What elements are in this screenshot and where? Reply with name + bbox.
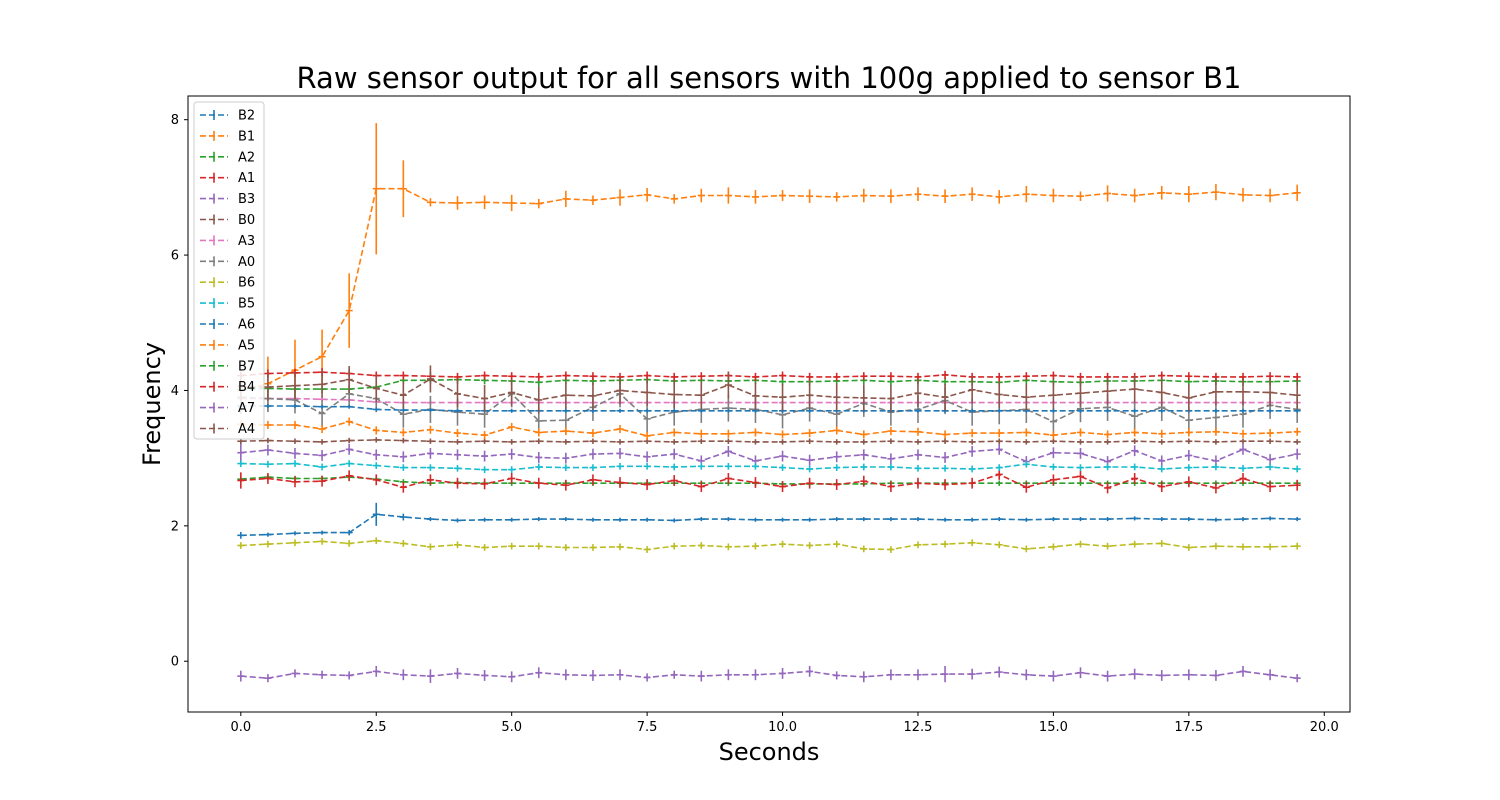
y-tick-label: 6 bbox=[171, 249, 179, 264]
series-line bbox=[240, 476, 1298, 485]
legend-item-A3: A3 bbox=[200, 234, 255, 249]
legend-label: A4 bbox=[238, 422, 255, 437]
legend: B2 B1 A2 A1 B3 B0 A3 A0 B6 B5 A6 A5 B7 B4 A7 A4 bbox=[193, 101, 265, 440]
legend-item-B2: B2 bbox=[200, 109, 255, 124]
legend-label: A2 bbox=[238, 150, 255, 165]
plot-series bbox=[237, 123, 1301, 683]
legend-label: A3 bbox=[238, 234, 255, 249]
series-line bbox=[240, 420, 1298, 437]
legend-label: B3 bbox=[238, 192, 255, 207]
x-tick-label: 0.0 bbox=[230, 720, 251, 735]
series-A1 bbox=[237, 468, 1301, 494]
legend-item-B5: B5 bbox=[200, 297, 255, 312]
legend-item-A5: A5 bbox=[200, 338, 255, 353]
legend-item-B0: B0 bbox=[200, 213, 255, 228]
series-A7 bbox=[237, 665, 1301, 683]
x-axis-label: Seconds bbox=[719, 738, 820, 766]
series-line bbox=[240, 378, 1298, 391]
series-line bbox=[240, 670, 1298, 680]
series-A0 bbox=[237, 380, 1301, 436]
y-tick-label: 8 bbox=[171, 113, 179, 128]
legend-label: A6 bbox=[238, 318, 255, 333]
series-B5 bbox=[237, 460, 1301, 474]
chart-title: Raw sensor output for all sensors with 1… bbox=[297, 61, 1242, 95]
series-B6 bbox=[237, 537, 1301, 553]
series-B0 bbox=[237, 437, 1301, 445]
series-A5 bbox=[237, 417, 1301, 440]
legend-item-B3: B3 bbox=[200, 192, 255, 207]
plot-frame bbox=[187, 95, 1351, 713]
legend-label: A1 bbox=[238, 171, 255, 186]
legend-item-B1: B1 bbox=[200, 129, 255, 144]
legend-label: A7 bbox=[238, 401, 255, 416]
series-B1 bbox=[237, 123, 1301, 411]
y-tick-label: 4 bbox=[171, 384, 179, 399]
legend-box bbox=[193, 101, 265, 440]
legend-item-A2: A2 bbox=[200, 150, 255, 165]
legend-label: B0 bbox=[238, 213, 255, 228]
series-line bbox=[240, 378, 1298, 401]
x-tick-label: 20.0 bbox=[1310, 720, 1339, 735]
legend-label: B5 bbox=[238, 297, 255, 312]
y-axis-label: Frequency bbox=[138, 342, 166, 466]
x-tick-label: 15.0 bbox=[1039, 720, 1068, 735]
series-B2 bbox=[237, 502, 1301, 539]
x-tick-label: 2.5 bbox=[366, 720, 387, 735]
legend-label: A5 bbox=[238, 338, 255, 353]
legend-label: B4 bbox=[238, 380, 255, 395]
legend-item-A7: A7 bbox=[200, 401, 255, 416]
series-line bbox=[240, 405, 1298, 412]
legend-item-B4: B4 bbox=[200, 380, 255, 395]
x-tick-label: 12.5 bbox=[903, 720, 932, 735]
legend-item-A4: A4 bbox=[200, 422, 255, 437]
x-tick-label: 7.5 bbox=[637, 720, 658, 735]
legend-label: A0 bbox=[238, 255, 255, 270]
series-line bbox=[240, 397, 1298, 404]
legend-label: B1 bbox=[238, 129, 255, 144]
series-B3 bbox=[237, 442, 1301, 467]
legend-label: B2 bbox=[238, 109, 255, 124]
x-tick-label: 5.0 bbox=[501, 720, 522, 735]
x-tick-label: 10.0 bbox=[768, 720, 797, 735]
x-tick-label: 17.5 bbox=[1174, 720, 1203, 735]
series-line bbox=[240, 392, 1298, 423]
y-tick-label: 2 bbox=[171, 519, 179, 534]
series-line bbox=[240, 448, 1298, 463]
legend-item-A6: A6 bbox=[200, 318, 255, 333]
series-line bbox=[240, 462, 1298, 471]
series-B4 bbox=[237, 368, 1301, 381]
series-line bbox=[240, 513, 1298, 537]
legend-item-A1: A1 bbox=[200, 171, 255, 186]
series-line bbox=[240, 371, 1298, 378]
legend-label: B7 bbox=[238, 359, 255, 374]
series-line bbox=[240, 187, 1298, 392]
series-line bbox=[240, 539, 1298, 551]
series-A3 bbox=[237, 396, 1301, 405]
series-B7 bbox=[237, 375, 1301, 394]
series-line bbox=[240, 473, 1298, 489]
x-axis: 0.0 2.5 5.0 7.5 10.0 12.5 15.0 17.5 20.0 bbox=[230, 712, 1339, 735]
legend-item-B6: B6 bbox=[200, 276, 255, 291]
legend-item-B7: B7 bbox=[200, 359, 255, 374]
legend-item-A0: A0 bbox=[200, 255, 255, 270]
series-A4 bbox=[237, 365, 1301, 414]
series-line bbox=[240, 439, 1298, 443]
legend-label: B6 bbox=[238, 276, 255, 291]
y-axis: 0 2 4 6 8 bbox=[171, 113, 188, 670]
y-tick-label: 0 bbox=[171, 655, 179, 670]
